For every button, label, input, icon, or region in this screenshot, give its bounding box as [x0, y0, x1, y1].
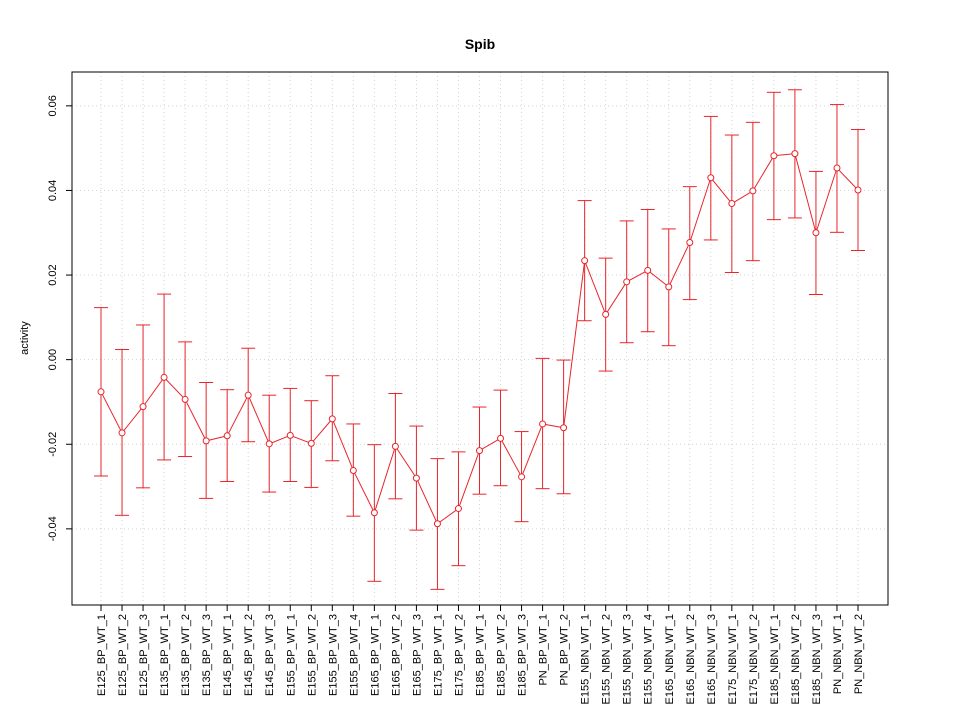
data-point — [560, 424, 568, 432]
data-point — [349, 466, 357, 474]
data-point — [518, 473, 526, 481]
x-tick-label: E155_NBN_WT_1 — [580, 614, 592, 705]
data-point — [749, 187, 757, 195]
x-tick-label: E135_BP_WT_3 — [201, 614, 213, 696]
x-tick-label: E165_BP_WT_2 — [390, 614, 402, 696]
data-point — [160, 373, 168, 381]
data-point — [476, 447, 483, 455]
x-tick-label: E145_BP_WT_1 — [222, 614, 234, 696]
data-point — [370, 509, 378, 517]
x-tick-label: E175_BP_WT_2 — [453, 614, 465, 696]
x-tick-label: E145_BP_WT_3 — [264, 614, 276, 696]
data-point — [686, 238, 694, 246]
x-tick-label: E155_BP_WT_1 — [285, 614, 297, 696]
x-tick-label: E165_BP_WT_1 — [369, 614, 381, 696]
data-point — [707, 174, 715, 182]
data-point — [286, 431, 294, 439]
x-tick-label: E185_NBN_WT_2 — [790, 614, 802, 705]
data-point — [665, 283, 673, 291]
y-axis-label: activity — [19, 321, 31, 355]
x-tick-label: E185_BP_WT_3 — [517, 614, 529, 696]
data-point — [244, 391, 252, 399]
data-point — [139, 403, 147, 411]
data-point — [581, 257, 589, 265]
x-tick-label: E145_BP_WT_2 — [243, 614, 255, 696]
data-point — [118, 429, 126, 437]
data-point — [770, 152, 778, 160]
x-tick-label: PN_BP_WT_1 — [538, 614, 550, 686]
x-tick-label: E185_BP_WT_1 — [475, 614, 487, 696]
x-tick-label: E155_NBN_WT_2 — [601, 614, 613, 705]
plot-frame — [71, 71, 889, 606]
x-tick-label: E125_BP_WT_3 — [138, 614, 150, 696]
x-tick-label: E125_BP_WT_1 — [96, 614, 108, 696]
data-point — [644, 266, 652, 274]
data-point — [433, 520, 441, 528]
data-point — [307, 439, 315, 447]
x-tick-label: E175_BP_WT_1 — [432, 614, 444, 696]
x-tick-label: E165_NBN_WT_2 — [685, 614, 697, 705]
x-tick-label: E155_BP_WT_2 — [306, 614, 318, 696]
data-point — [412, 474, 420, 482]
x-tick-label: E155_BP_WT_4 — [348, 614, 360, 696]
data-point — [539, 420, 547, 428]
x-tick-label: E165_BP_WT_3 — [411, 614, 423, 696]
chart-title: Spib — [465, 36, 495, 52]
x-tick-label: E165_NBN_WT_1 — [664, 614, 676, 705]
data-point — [812, 229, 820, 237]
x-tick-label: PN_NBN_WT_2 — [853, 614, 865, 694]
grid — [72, 72, 888, 605]
x-tick-label: PN_BP_WT_2 — [559, 614, 571, 686]
data-point — [854, 186, 862, 194]
y-tick-label: 0.06 — [47, 95, 59, 116]
y-tick-label: -0.04 — [47, 516, 59, 541]
x-axis: E125_BP_WT_1 E125_BP_WT_2 E125_BP_WT_3 E135… — [96, 605, 865, 705]
x-tick-label: E135_BP_WT_2 — [180, 614, 192, 696]
data-point — [833, 164, 841, 172]
data-point — [202, 437, 210, 445]
data-point — [391, 442, 399, 450]
y-tick-label: 0.04 — [47, 180, 59, 201]
x-tick-label: E155_BP_WT_3 — [327, 614, 339, 696]
data-point — [97, 388, 105, 396]
data-point — [454, 505, 462, 513]
x-tick-label: E175_NBN_WT_1 — [727, 614, 739, 705]
data-point — [328, 415, 336, 423]
x-tick-label: E185_BP_WT_2 — [496, 614, 508, 696]
x-tick-label: PN_NBN_WT_1 — [832, 614, 844, 694]
y-axis: -0.04 -0.02 0.00 0.02 0.04 0.06 — [47, 95, 72, 541]
series-line — [97, 150, 862, 528]
x-tick-label: E155_NBN_WT_3 — [622, 614, 634, 705]
x-tick-label: E135_BP_WT_1 — [159, 614, 171, 696]
data-point — [602, 310, 610, 318]
x-tick-label: E175_NBN_WT_2 — [748, 614, 760, 705]
data-point — [181, 395, 189, 403]
y-tick-label: 0.00 — [47, 349, 59, 370]
data-point — [623, 278, 631, 286]
data-point — [497, 434, 505, 442]
data-point — [791, 150, 799, 158]
y-tick-label: 0.02 — [47, 264, 59, 285]
x-tick-label: E155_NBN_WT_4 — [643, 614, 655, 705]
y-tick-label: -0.02 — [47, 432, 59, 457]
data-point — [223, 432, 231, 440]
x-tick-label: E185_NBN_WT_1 — [769, 614, 781, 705]
data-point — [728, 200, 736, 208]
x-tick-label: E125_BP_WT_2 — [117, 614, 129, 696]
x-tick-label: E165_NBN_WT_3 — [706, 614, 718, 705]
data-point — [265, 440, 273, 448]
x-tick-label: E185_NBN_WT_3 — [811, 614, 823, 705]
